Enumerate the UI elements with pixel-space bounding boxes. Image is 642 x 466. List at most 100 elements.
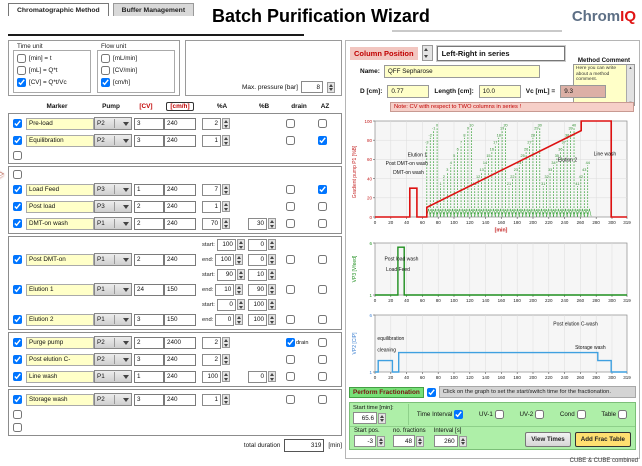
step-enabled-checkbox[interactable] (13, 185, 22, 194)
step-enabled-checkbox[interactable] (13, 119, 22, 128)
header-cmh[interactable]: [cm/h] (161, 101, 199, 111)
interval-value[interactable]: 260 (433, 435, 458, 447)
time-interval-option[interactable]: Time Interval (417, 410, 464, 419)
step-enabled-checkbox[interactable] (13, 285, 22, 294)
percent-a-spinner-arrows[interactable] (236, 239, 245, 250)
percent-b-spinner-arrows[interactable] (268, 371, 276, 382)
column-name-input[interactable]: QFF Sepharose (383, 65, 540, 78)
step-enabled-checkbox[interactable] (13, 151, 22, 160)
step-enabled-checkbox[interactable] (13, 338, 22, 347)
table-checkbox[interactable] (618, 410, 628, 419)
percent-a-spinner-arrows[interactable] (222, 218, 230, 229)
cond-option[interactable]: Cond (560, 410, 586, 419)
cmh-input[interactable]: 240 (164, 217, 196, 230)
percent-b-spinner-arrows[interactable] (268, 254, 276, 265)
percent-a-spinner-arrows[interactable] (222, 394, 230, 405)
start-pos-value[interactable]: -3 (354, 435, 376, 447)
percent-a-spinner[interactable]: 0 (215, 313, 244, 326)
percent-a-spinner-arrows[interactable] (236, 269, 245, 280)
percent-a-spinner[interactable]: 100 (202, 370, 230, 383)
az-checkbox[interactable] (318, 372, 327, 381)
percent-b-spinner-value[interactable]: 0 (248, 370, 267, 383)
marker-field[interactable]: Storage wash (26, 393, 94, 406)
step-enabled-checkbox[interactable] (13, 315, 22, 324)
percent-b-spinner-arrows[interactable] (268, 239, 276, 250)
time-unit-option-ml[interactable]: [mL] = Q*t (17, 64, 87, 76)
uv2-option[interactable]: UV-2 (519, 410, 545, 419)
uv1-option[interactable]: UV-1 (479, 410, 504, 419)
step-enabled-checkbox[interactable] (13, 219, 22, 228)
marker-field[interactable]: Load Feed (26, 183, 94, 196)
cmh-input[interactable]: 240 (164, 134, 196, 147)
cv-input[interactable]: 2 (134, 217, 164, 230)
diameter-input[interactable]: 0.77 (387, 85, 430, 98)
gradient-chart[interactable]: 0 20 40 60 80 100 120 140 160 180 200 220 240 260 280 3… (349, 115, 635, 235)
percent-a-spinner-value[interactable]: 1 (202, 200, 221, 213)
step-enabled-checkbox[interactable] (13, 395, 22, 404)
add-frac-table-button[interactable]: Add Frac Table (574, 432, 631, 447)
flow-unit-mlmin-checkbox[interactable] (101, 53, 110, 63)
marker-field[interactable]: Purge pump (26, 336, 94, 349)
drain-checkbox[interactable] (286, 119, 295, 128)
percent-b-spinner[interactable]: 0 (248, 238, 276, 251)
cmh-input[interactable]: 240 (164, 370, 196, 383)
drain-checkbox[interactable] (286, 355, 295, 364)
marker-field[interactable]: Pre-load (26, 117, 94, 130)
flow-unit-cvmin-checkbox[interactable] (101, 65, 110, 75)
percent-b-spinner-arrows[interactable] (268, 218, 276, 229)
pump-select[interactable]: P2 (94, 393, 132, 406)
marker-field[interactable]: Post load (26, 200, 94, 213)
az-checkbox[interactable] (318, 315, 327, 324)
percent-b-spinner-value[interactable]: 0 (248, 238, 267, 251)
cv-input[interactable]: 3 (134, 393, 164, 406)
drain-checkbox[interactable] (286, 372, 295, 381)
time-unit-ml-checkbox[interactable] (17, 65, 26, 75)
pump-select[interactable]: P3 (94, 200, 132, 213)
percent-a-spinner[interactable]: 10 (215, 283, 244, 296)
percent-b-spinner-value[interactable]: 10 (248, 268, 267, 281)
percent-a-spinner-value[interactable]: 100 (202, 370, 221, 383)
view-times-button[interactable]: View Times (525, 432, 571, 447)
pump-select[interactable]: P1 (94, 370, 132, 383)
step-enabled-checkbox[interactable] (13, 136, 22, 145)
cmh-input[interactable]: 150 (164, 283, 196, 296)
az-checkbox[interactable] (318, 119, 327, 128)
percent-a-spinner-arrows[interactable] (222, 371, 230, 382)
drain-checkbox[interactable] (286, 202, 295, 211)
cip-valve-chart[interactable]: 0 20 40 60 80 100 120 140 160 180 200 220 240 260 280 3… (349, 309, 635, 384)
step-enabled-checkbox[interactable] (13, 423, 22, 432)
pump-select[interactable]: P1 (94, 253, 132, 266)
cip-valve-chart-svg[interactable]: 0 20 40 60 80 100 120 140 160 180 200 220 240 260 280 3… (349, 309, 635, 382)
max-pressure-spinner[interactable] (327, 81, 335, 93)
time-interval-checkbox[interactable] (454, 410, 464, 419)
percent-a-spinner-arrows[interactable] (235, 284, 244, 295)
marker-field[interactable]: Line wash (26, 370, 94, 383)
cmh-input[interactable]: 240 (164, 183, 196, 196)
percent-a-spinner[interactable]: 100 (216, 238, 245, 251)
percent-b-spinner-arrows[interactable] (268, 314, 276, 325)
time-unit-option-cv[interactable]: [CV] = Q*t/Vc (17, 76, 87, 88)
percent-a-spinner-arrows[interactable] (235, 314, 244, 325)
az-checkbox[interactable] (318, 219, 327, 228)
cv-input[interactable]: 3 (134, 313, 164, 326)
start-pos-spinner[interactable] (377, 435, 385, 447)
cv-input[interactable]: 3 (134, 117, 164, 130)
cmh-input[interactable]: 2400 (164, 336, 196, 349)
pump-select[interactable]: P3 (94, 183, 132, 196)
percent-a-spinner[interactable]: 90 (216, 268, 245, 281)
percent-b-spinner[interactable]: 0 (248, 370, 276, 383)
percent-a-spinner[interactable]: 7 (202, 183, 230, 196)
percent-a-spinner-arrows[interactable] (222, 184, 230, 195)
start-time-value[interactable]: 65.6 (353, 412, 377, 424)
az-checkbox[interactable] (318, 338, 327, 347)
percent-a-spinner[interactable]: 1 (202, 393, 230, 406)
tab-chromatographic-method[interactable]: Chromatographic Method (8, 3, 109, 16)
feed-valve-chart-svg[interactable]: 0 20 40 60 80 100 120 140 160 180 200 220 240 260 280 3… (349, 237, 635, 305)
time-unit-cv-checkbox[interactable] (17, 77, 26, 87)
percent-a-spinner[interactable]: 2 (202, 336, 230, 349)
marker-field[interactable]: Equilibration (26, 134, 94, 147)
percent-a-spinner-value[interactable]: 0 (215, 313, 235, 326)
cmh-input[interactable]: 240 (164, 117, 196, 130)
drain-checkbox[interactable] (286, 219, 295, 228)
percent-a-spinner-arrows[interactable] (222, 135, 230, 146)
